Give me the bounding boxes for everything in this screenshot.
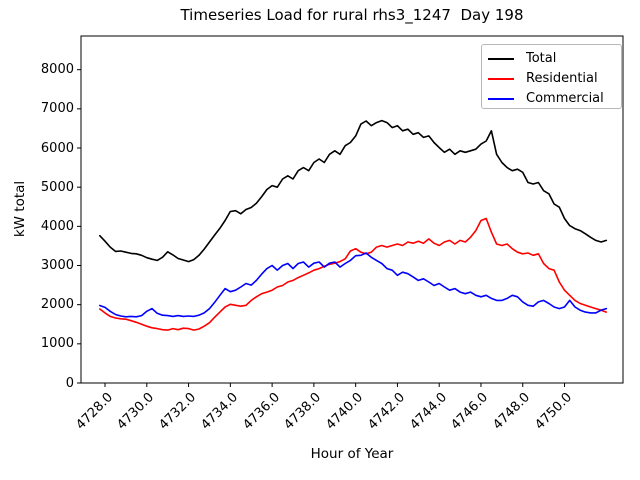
axes-frame <box>80 35 624 384</box>
y-tick-label: 1000 <box>40 336 74 352</box>
y-tick-label: 2000 <box>40 297 74 313</box>
series-line-residential <box>99 217 608 331</box>
series-line-total <box>99 119 608 263</box>
y-tick-label: 5000 <box>40 179 74 195</box>
legend-entry-residential: Residential <box>488 69 621 89</box>
y-tick-label: 4000 <box>40 218 74 234</box>
y-tick-label: 0 <box>65 375 74 391</box>
y-tick-label: 8000 <box>40 62 74 78</box>
legend-entry-total: Total <box>488 49 621 69</box>
legend-label-commercial: Commercial <box>526 91 604 106</box>
legend-line-sample-residential <box>488 78 514 80</box>
y-tick-label: 6000 <box>40 140 74 156</box>
y-tick-label: 7000 <box>40 101 74 117</box>
legend-line-sample-commercial <box>488 98 514 100</box>
chart-title: Timeseries Load for rural rhs3_1247 Day … <box>180 6 524 24</box>
y-tick-label: 3000 <box>40 258 74 273</box>
legend-line-sample-total <box>488 58 514 60</box>
legend-entry-commercial: Commercial <box>488 89 621 109</box>
legend-label-total: Total <box>526 51 557 66</box>
legend: Total Residential Commercial <box>481 44 622 109</box>
x-axis-label: Hour of Year <box>310 446 394 462</box>
series-line-commercial <box>99 252 608 318</box>
legend-label-residential: Residential <box>526 71 598 86</box>
